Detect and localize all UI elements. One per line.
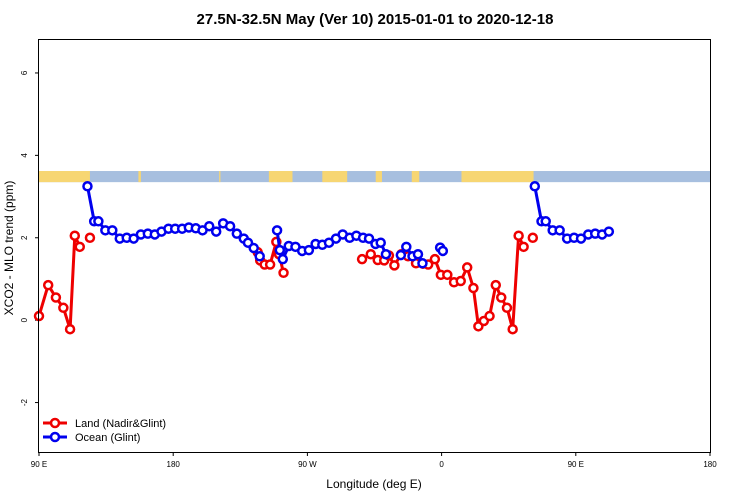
data-point (395, 249, 407, 261)
series-layer (33, 181, 615, 335)
data-point (603, 226, 615, 237)
x-tick-label: 0 (439, 460, 444, 469)
data-point (412, 248, 424, 260)
data-point (50, 292, 62, 303)
data-point (303, 244, 315, 256)
data-point (513, 230, 524, 241)
data-point (518, 241, 529, 253)
data-point (231, 228, 243, 239)
data-point (554, 225, 565, 236)
data-point (529, 181, 541, 192)
data-point (527, 232, 539, 244)
data-point (58, 302, 69, 314)
data-point (540, 216, 551, 227)
data-point (380, 248, 392, 260)
chart-title: 27.5N-32.5N May (Ver 10) 2015-01-01 to 2… (197, 11, 554, 28)
data-point (461, 262, 473, 273)
y-axis-label: XCO2 - MLO trend (ppm) (2, 181, 16, 316)
x-tick-label: 90 E (568, 460, 584, 469)
data-point (507, 323, 518, 335)
x-tick-label: 90 W (298, 460, 317, 469)
land-strip-segment (375, 171, 382, 183)
data-point (254, 251, 265, 262)
legend-label-land: Land (Nadir&Glint) (75, 418, 166, 430)
data-point (210, 226, 222, 237)
data-point (42, 279, 54, 291)
x-tick-label: 180 (167, 460, 181, 469)
x-tick-label: 90 E (31, 460, 47, 469)
land-strip-segment (219, 171, 221, 183)
legend-label-ocean: Ocean (Glint) (75, 432, 140, 444)
data-point (490, 279, 502, 291)
series-ocean (82, 181, 615, 269)
legend-marker-ocean (49, 431, 61, 443)
land-strip-segment (461, 171, 534, 183)
y-tick-label: 0 (20, 317, 29, 322)
data-point (203, 220, 215, 232)
data-point (417, 258, 428, 269)
data-point (82, 181, 93, 192)
data-point (64, 323, 76, 335)
surface-type-strip (39, 171, 710, 183)
x-axis: 90 E 180 90 W 0 90 E 180 (31, 452, 717, 469)
ocean-strip (39, 171, 710, 183)
data-point (429, 253, 441, 265)
y-tick-label: 2 (20, 235, 29, 240)
data-point (389, 260, 400, 271)
data-point (363, 233, 375, 244)
data-point (69, 230, 81, 241)
data-point (93, 216, 104, 227)
data-point (468, 282, 479, 294)
legend-marker-land (49, 417, 61, 429)
data-point (264, 259, 276, 270)
data-point (271, 225, 283, 236)
y-tick-label: -2 (20, 398, 29, 406)
data-point (84, 232, 96, 244)
y-axis: -2 0 2 4 6 (20, 70, 39, 406)
data-point (495, 292, 507, 303)
x-tick-label: 180 (703, 460, 717, 469)
data-point (437, 245, 449, 257)
land-strip-segment (268, 171, 293, 183)
x-axis-label: Longitude (deg E) (326, 477, 421, 491)
data-point (224, 220, 236, 232)
data-point (365, 248, 377, 260)
y-tick-label: 6 (20, 70, 29, 75)
plot-frame (38, 39, 711, 453)
data-point (356, 253, 368, 265)
y-tick-label: 4 (20, 153, 29, 158)
data-point (274, 244, 286, 256)
series-line (86, 186, 261, 258)
data-point (278, 267, 289, 279)
data-point (107, 225, 118, 236)
data-point (277, 253, 289, 265)
land-strip-segment (411, 171, 420, 183)
data-point (248, 242, 259, 254)
land-strip-segment (39, 171, 90, 183)
legend: Land (Nadir&Glint) Ocean (Glint) (43, 417, 166, 444)
land-strip-segment (322, 171, 348, 183)
data-point (484, 310, 495, 322)
land-strip-segment (138, 171, 141, 183)
data-point (455, 275, 466, 287)
data-point (442, 269, 453, 281)
data-point (501, 302, 513, 314)
data-point (375, 237, 386, 248)
data-point (401, 241, 412, 253)
data-point (74, 241, 86, 253)
